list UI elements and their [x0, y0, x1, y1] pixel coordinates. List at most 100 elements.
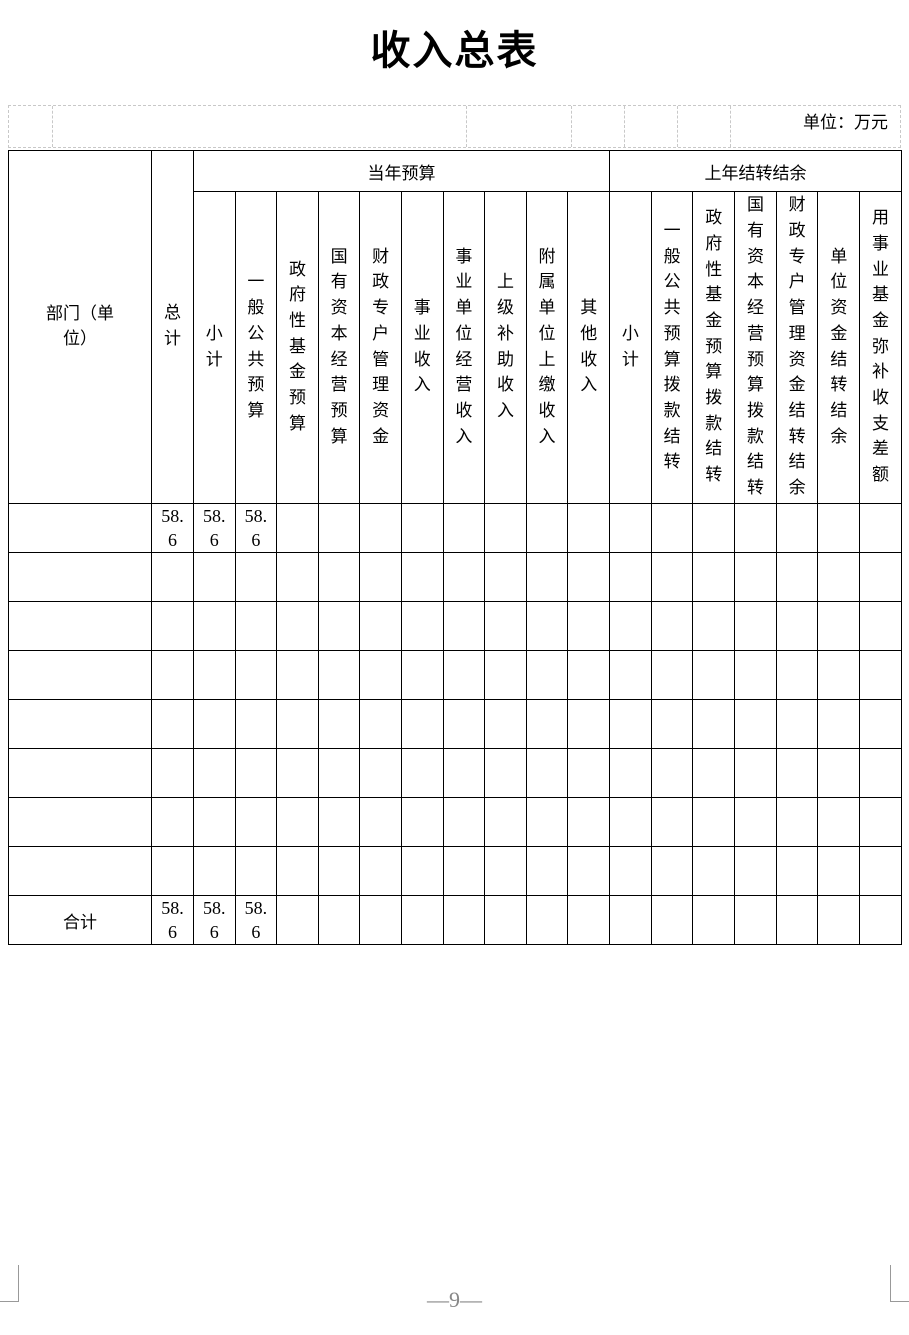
- value-cell: [359, 699, 402, 749]
- value-cell: [276, 601, 319, 651]
- table-row: [8, 699, 902, 749]
- header-total: 总计: [151, 150, 194, 504]
- value-cell: [193, 699, 236, 749]
- dept-cell: [8, 748, 152, 798]
- table-row: 58.6 58.6 58.6: [8, 503, 902, 553]
- page-title: 收入总表: [370, 27, 539, 74]
- value-cell: [442, 797, 486, 847]
- value-cell: [525, 895, 569, 945]
- value-cell: [567, 503, 611, 553]
- value-cell: [484, 748, 527, 798]
- value-cell: [817, 503, 861, 553]
- value-cell: 58.6: [234, 895, 278, 945]
- value-cell: [484, 797, 527, 847]
- value-cell: [442, 699, 486, 749]
- page-number: —9—: [427, 1287, 482, 1312]
- value-cell: [276, 895, 319, 945]
- value-cell: [859, 601, 902, 651]
- value-cell: [193, 601, 236, 651]
- value-cell: [859, 895, 902, 945]
- header-prev-col: 小计: [609, 191, 652, 504]
- value-cell: [859, 650, 902, 700]
- value-cell: [609, 748, 652, 798]
- header-current-col: 小计: [193, 191, 236, 504]
- value-cell: [400, 699, 444, 749]
- value-cell: [442, 503, 486, 553]
- value-cell: [692, 601, 736, 651]
- value-cell: [609, 503, 652, 553]
- value-cell: [317, 895, 361, 945]
- value-cell: [567, 846, 611, 896]
- value-cell: [359, 503, 402, 553]
- value-cell: [484, 601, 527, 651]
- value-cell: [692, 552, 736, 602]
- value-cell: [151, 601, 194, 651]
- dept-cell: [8, 699, 152, 749]
- value-cell: [692, 797, 736, 847]
- value-cell: [442, 748, 486, 798]
- dept-cell: [8, 650, 152, 700]
- value-cell: [650, 846, 694, 896]
- value-cell: [193, 552, 236, 602]
- value-cell: [276, 552, 319, 602]
- table-row: [8, 601, 902, 651]
- value-cell: [609, 846, 652, 896]
- header-current-col: 附属单位上缴收入: [525, 191, 569, 504]
- value-cell: [276, 650, 319, 700]
- value-cell: [650, 895, 694, 945]
- value-cell: [817, 552, 861, 602]
- value-cell: [317, 601, 361, 651]
- value-cell: [609, 699, 652, 749]
- value-cell: [817, 895, 861, 945]
- corner-mark-left: [0, 1265, 19, 1302]
- value-cell: [442, 601, 486, 651]
- value-cell: [525, 699, 569, 749]
- value-cell: 58.6: [151, 503, 194, 553]
- value-cell: [400, 503, 444, 553]
- value-cell: [359, 797, 402, 847]
- value-cell: [193, 650, 236, 700]
- value-cell: [484, 895, 527, 945]
- value-cell: [484, 650, 527, 700]
- header-prev-year: 上年结转结余: [609, 150, 902, 192]
- value-cell: [609, 895, 652, 945]
- value-cell: 58.6: [193, 503, 236, 553]
- value-cell: [234, 650, 278, 700]
- value-cell: [859, 846, 902, 896]
- value-cell: [276, 797, 319, 847]
- value-cell: [650, 699, 694, 749]
- value-cell: [734, 846, 777, 896]
- header-current-col: 政府性基金预算: [276, 191, 319, 504]
- value-cell: [234, 797, 278, 847]
- value-cell: [734, 699, 777, 749]
- header-current-col: 一般公共预算: [234, 191, 278, 504]
- value-cell: [400, 601, 444, 651]
- value-cell: [609, 797, 652, 847]
- value-cell: [525, 748, 569, 798]
- value-cell: [442, 895, 486, 945]
- value-cell: [359, 601, 402, 651]
- value-cell: [317, 503, 361, 553]
- value-cell: [400, 895, 444, 945]
- value-cell: [817, 601, 861, 651]
- value-cell: [276, 846, 319, 896]
- value-cell: [817, 699, 861, 749]
- value-cell: [400, 650, 444, 700]
- value-cell: [317, 699, 361, 749]
- value-cell: [151, 552, 194, 602]
- header-current-col: 其他收入: [567, 191, 611, 504]
- value-cell: 58.6: [151, 895, 194, 945]
- value-cell: [400, 797, 444, 847]
- value-cell: [400, 748, 444, 798]
- value-cell: [484, 846, 527, 896]
- value-cell: [234, 552, 278, 602]
- value-cell: [650, 797, 694, 847]
- value-cell: [276, 699, 319, 749]
- value-cell: [525, 503, 569, 553]
- header-current-col: 财政专户管理资金: [359, 191, 402, 504]
- value-cell: [484, 699, 527, 749]
- header-prev-col: 政府性基金预算拨款结转: [692, 191, 736, 504]
- value-cell: [234, 846, 278, 896]
- value-cell: [775, 895, 819, 945]
- unit-label: 单位：万元: [803, 113, 888, 133]
